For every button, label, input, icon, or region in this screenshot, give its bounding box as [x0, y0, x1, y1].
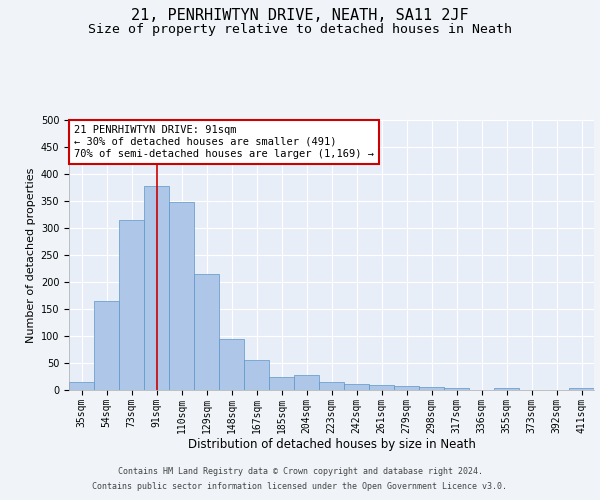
- Bar: [569, 388, 594, 390]
- Bar: [94, 301, 119, 390]
- Bar: [144, 186, 169, 390]
- Bar: [369, 384, 394, 390]
- Text: 21, PENRHIWTYN DRIVE, NEATH, SA11 2JF: 21, PENRHIWTYN DRIVE, NEATH, SA11 2JF: [131, 8, 469, 22]
- Bar: [419, 388, 444, 390]
- Bar: [269, 377, 294, 390]
- Bar: [344, 384, 369, 390]
- Bar: [219, 339, 244, 390]
- Text: Contains public sector information licensed under the Open Government Licence v3: Contains public sector information licen…: [92, 482, 508, 491]
- Bar: [319, 382, 344, 390]
- X-axis label: Distribution of detached houses by size in Neath: Distribution of detached houses by size …: [188, 438, 475, 452]
- Bar: [244, 360, 269, 390]
- Bar: [394, 386, 419, 390]
- Bar: [69, 382, 94, 390]
- Bar: [119, 220, 144, 390]
- Bar: [494, 388, 519, 390]
- Text: 21 PENRHIWTYN DRIVE: 91sqm
← 30% of detached houses are smaller (491)
70% of sem: 21 PENRHIWTYN DRIVE: 91sqm ← 30% of deta…: [74, 126, 374, 158]
- Bar: [444, 388, 469, 390]
- Y-axis label: Number of detached properties: Number of detached properties: [26, 168, 37, 342]
- Text: Size of property relative to detached houses in Neath: Size of property relative to detached ho…: [88, 22, 512, 36]
- Bar: [294, 375, 319, 390]
- Bar: [169, 202, 194, 390]
- Bar: [194, 274, 219, 390]
- Text: Contains HM Land Registry data © Crown copyright and database right 2024.: Contains HM Land Registry data © Crown c…: [118, 467, 482, 476]
